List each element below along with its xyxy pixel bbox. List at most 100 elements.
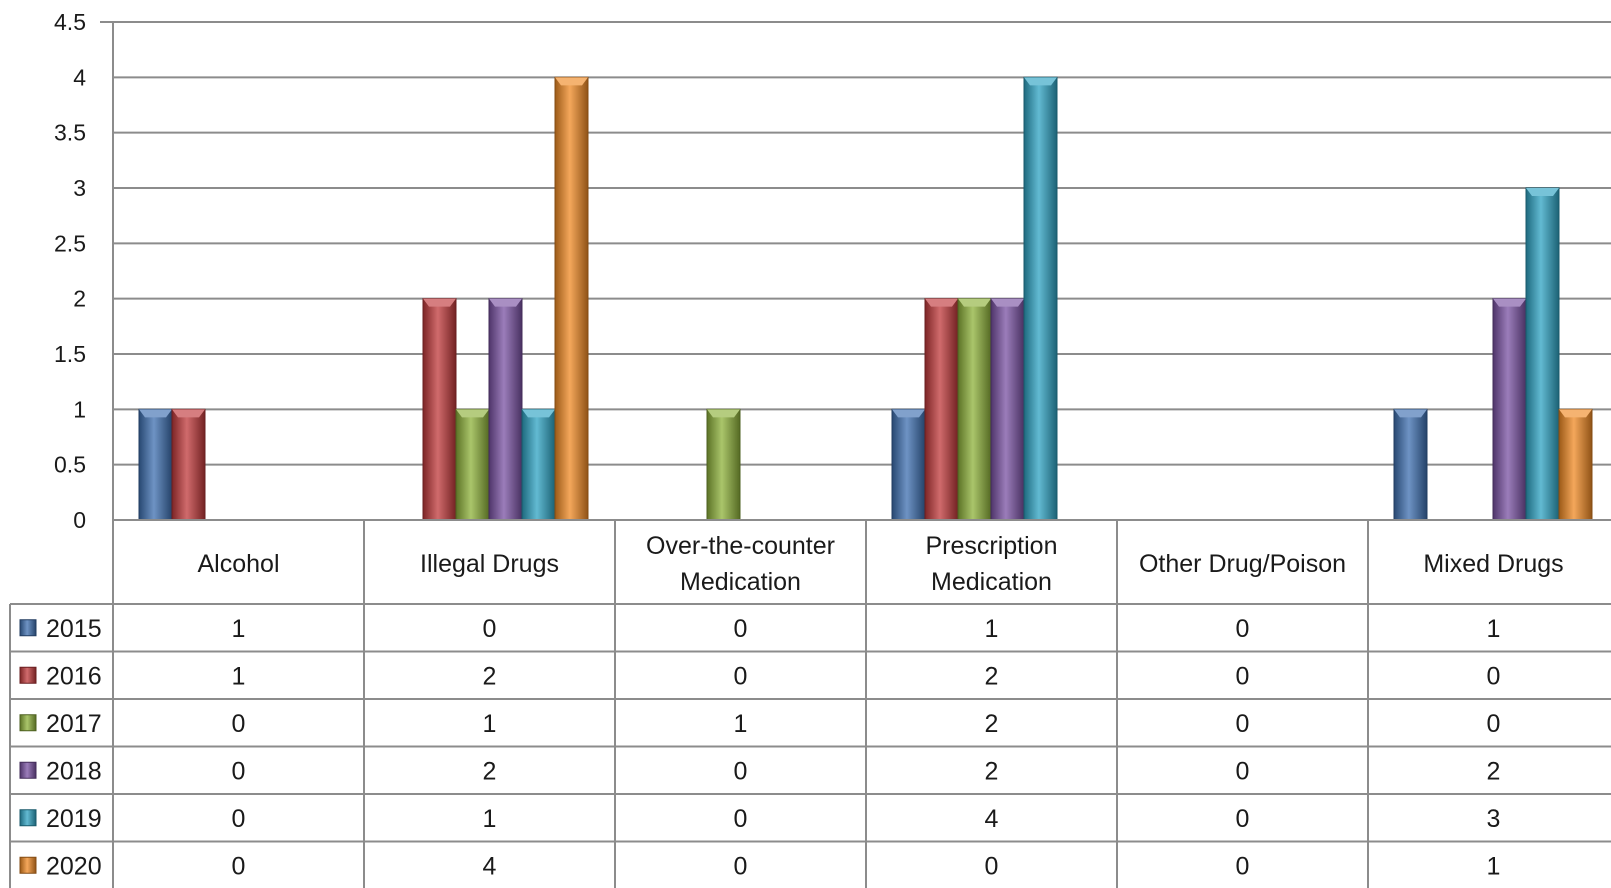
category-label: Alcohol xyxy=(198,550,280,578)
table-cell: 0 xyxy=(1236,852,1250,880)
bar-cap xyxy=(139,409,172,418)
bar-2016-0 xyxy=(171,408,206,521)
y-tick-label: 1 xyxy=(73,396,86,422)
bar-cap xyxy=(892,409,925,418)
table-cell: 2 xyxy=(1487,757,1501,785)
data-table: Alcohol Illegal Drugs Over-the-counter Medi… xyxy=(9,519,1611,888)
table-cell: 0 xyxy=(1236,805,1250,833)
bar-2017-2 xyxy=(706,408,741,521)
bar-cap xyxy=(555,77,588,86)
table-cell: 0 xyxy=(232,852,246,880)
category-label: Over-the-counter Medication xyxy=(646,532,835,596)
y-tick-label: 0.5 xyxy=(54,452,86,478)
bar-cap xyxy=(1493,298,1526,307)
bar-cap xyxy=(707,409,740,418)
bar-cap xyxy=(925,298,958,307)
legend-label: 2017 xyxy=(46,710,102,738)
bar-2016-1 xyxy=(422,298,457,521)
bar-2019-3 xyxy=(1023,76,1058,521)
table-cell: 1 xyxy=(483,805,497,833)
legend-label: 2020 xyxy=(46,852,102,880)
legend-label: 2019 xyxy=(46,805,102,833)
bar-2017-3 xyxy=(957,298,992,521)
table-cell: 1 xyxy=(734,710,748,738)
table-cell: 2 xyxy=(985,710,999,738)
bar-2015-5 xyxy=(1393,408,1428,521)
table-cell: 4 xyxy=(483,852,497,880)
category-label: Prescription Medication xyxy=(926,532,1058,596)
legend-key-2015 xyxy=(19,619,37,637)
legend-label: 2015 xyxy=(46,615,102,643)
table-cell: 0 xyxy=(1487,710,1501,738)
table-cell: 2 xyxy=(985,757,999,785)
bar-2015-3 xyxy=(891,408,926,521)
table-cell: 0 xyxy=(1236,757,1250,785)
table-cell: 1 xyxy=(985,615,999,643)
bar-2020-1 xyxy=(554,76,589,521)
table-cell: 0 xyxy=(1236,662,1250,690)
legend-key-2019 xyxy=(19,809,37,827)
table-cell: 0 xyxy=(1236,710,1250,738)
bar-2017-1 xyxy=(455,408,490,521)
y-axis: 0 0.5 1 1.5 2 2.5 3 3.5 4 4.5 xyxy=(54,9,114,533)
bar-cap xyxy=(958,298,991,307)
bar-2016-3 xyxy=(924,298,959,521)
table-cell: 1 xyxy=(483,710,497,738)
legend-key-2016 xyxy=(19,666,37,684)
bar-cap xyxy=(1394,409,1427,418)
legend-label: 2016 xyxy=(46,662,102,690)
bars xyxy=(138,76,1593,521)
legend-label: 2018 xyxy=(46,757,102,785)
bar-cap xyxy=(172,409,205,418)
bar-cap xyxy=(423,298,456,307)
table-cell: 0 xyxy=(734,852,748,880)
bar-2019-5 xyxy=(1525,187,1560,521)
bar-2015-0 xyxy=(138,408,173,521)
bar-cap xyxy=(1559,409,1592,418)
table-cell: 0 xyxy=(1236,615,1250,643)
table-cell: 0 xyxy=(734,805,748,833)
table-cell: 0 xyxy=(734,615,748,643)
y-tick-label: 2 xyxy=(73,286,86,312)
bar-2020-5 xyxy=(1558,408,1593,521)
table-cell: 4 xyxy=(985,805,999,833)
y-tick-label: 4 xyxy=(73,64,86,90)
table-cell: 0 xyxy=(483,615,497,643)
table-cell: 0 xyxy=(734,757,748,785)
bar-cap xyxy=(489,298,522,307)
table-cell: 3 xyxy=(1487,805,1501,833)
legend-key-2020 xyxy=(19,856,37,874)
table-cell: 0 xyxy=(985,852,999,880)
bar-cap xyxy=(1526,188,1559,196)
bar-2018-1 xyxy=(488,298,523,521)
y-tick-label: 4.5 xyxy=(54,9,86,35)
category-label: Illegal Drugs xyxy=(420,550,559,578)
table-cell: 0 xyxy=(232,805,246,833)
bar-cap xyxy=(522,409,555,418)
gridlines xyxy=(113,21,1611,521)
bar-cap xyxy=(1024,77,1057,86)
y-tick-label: 1.5 xyxy=(54,341,86,367)
table-cell: 0 xyxy=(1487,662,1501,690)
bar-2019-1 xyxy=(521,408,556,521)
table-cell: 1 xyxy=(232,662,246,690)
table-cell: 1 xyxy=(1487,615,1501,643)
table-cell: 0 xyxy=(734,662,748,690)
bar-cap xyxy=(991,298,1024,307)
bar-2018-5 xyxy=(1492,298,1527,521)
legend-key-2018 xyxy=(19,761,37,779)
table-cell: 0 xyxy=(232,710,246,738)
y-tick-label: 3.5 xyxy=(54,120,86,146)
table-cell: 0 xyxy=(232,757,246,785)
table-cell: 2 xyxy=(483,757,497,785)
table-cell: 1 xyxy=(1487,852,1501,880)
table-cell: 2 xyxy=(985,662,999,690)
y-tick-label: 3 xyxy=(73,175,86,201)
table-cell: 2 xyxy=(483,662,497,690)
y-tick-label: 2.5 xyxy=(54,230,86,256)
table-cell: 1 xyxy=(232,615,246,643)
bar-cap xyxy=(456,409,489,418)
bar-2018-3 xyxy=(990,298,1025,521)
category-label: Other Drug/Poison xyxy=(1139,550,1346,578)
